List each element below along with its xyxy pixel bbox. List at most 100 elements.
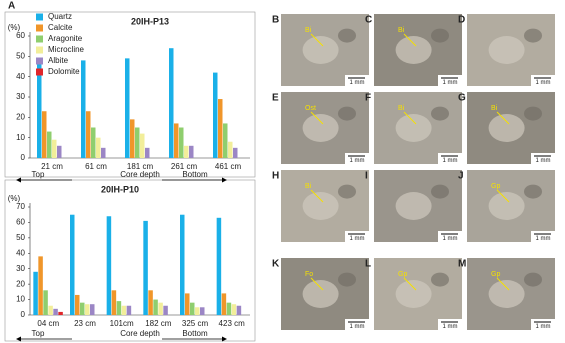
photo-label: C <box>365 15 372 26</box>
grain <box>338 106 356 121</box>
scale-box <box>531 75 555 86</box>
arrowhead <box>16 177 21 183</box>
bar <box>226 302 232 315</box>
bar <box>213 72 218 158</box>
legend-label: Aragonite <box>48 34 83 43</box>
bar <box>185 293 190 315</box>
scale-label: 1 mm <box>536 324 551 330</box>
grain <box>431 28 449 43</box>
photo-tag: Gp <box>491 183 500 190</box>
arrowhead <box>222 336 227 342</box>
bar <box>153 299 158 315</box>
legend-swatch <box>36 35 43 43</box>
scale-box <box>531 319 555 330</box>
bar <box>221 293 227 315</box>
grain <box>488 114 525 142</box>
grain <box>488 280 525 308</box>
y-tick-label: 0 <box>21 153 26 162</box>
photo-label: D <box>458 15 465 26</box>
y-tick-label: 60 <box>16 31 25 40</box>
bar <box>121 305 127 315</box>
y-tick-label: 10 <box>16 133 25 142</box>
bar <box>52 139 57 158</box>
y-axis-label: (%) <box>8 194 21 203</box>
arrowhead <box>222 177 227 183</box>
legend-swatch <box>36 13 43 21</box>
grain <box>524 28 542 43</box>
bar <box>233 147 238 158</box>
x-tick-label: 04 cm <box>37 319 59 328</box>
grain <box>431 106 449 121</box>
bar <box>111 290 117 315</box>
scale-label: 1 mm <box>350 80 365 86</box>
y-tick-label: 40 <box>16 72 25 81</box>
scale-label: 1 mm <box>443 324 458 330</box>
legend-label: Microcline <box>48 45 85 54</box>
bar <box>43 290 48 315</box>
bar <box>216 217 222 315</box>
photo-label: J <box>458 171 464 182</box>
bar <box>200 307 205 315</box>
bar <box>231 304 237 315</box>
grain <box>524 106 542 121</box>
photo-label: B <box>272 15 279 26</box>
grain <box>431 272 449 287</box>
scale-box <box>531 231 555 242</box>
bar <box>42 111 47 158</box>
photo-tag: Bi <box>305 183 312 190</box>
x-tick-label: 261 cm <box>171 162 198 171</box>
photo-tag: Bi <box>398 105 405 112</box>
bar <box>184 145 189 158</box>
bar <box>70 214 75 315</box>
photo-tag: Bi <box>305 27 312 34</box>
legend-swatch <box>36 68 43 76</box>
photo-label: G <box>458 93 466 104</box>
photo-tag: Fo <box>305 271 313 278</box>
grain <box>395 36 432 64</box>
legend-label: Calcite <box>48 23 73 32</box>
bar <box>90 304 95 315</box>
chart-title: 20IH-P13 <box>131 16 169 26</box>
bar <box>116 301 122 315</box>
photo-tag: Bi <box>491 105 498 112</box>
pointer <box>403 33 417 47</box>
x-annotation: Core depth <box>120 170 160 179</box>
legend-label: Quartz <box>48 12 72 21</box>
chart-frame <box>4 11 256 178</box>
scale-label: 1 mm <box>443 80 458 86</box>
x-annotation: Top <box>32 170 45 179</box>
photo-label: L <box>365 259 371 270</box>
legend-swatch <box>36 24 43 32</box>
grain <box>395 114 432 142</box>
photo-label: K <box>272 259 280 270</box>
bar <box>125 58 130 158</box>
bar <box>145 147 150 158</box>
grain <box>431 184 449 199</box>
photo-label: F <box>365 93 371 104</box>
bar <box>126 305 132 315</box>
pointer <box>496 277 510 291</box>
photo-tag: Gp <box>491 271 500 278</box>
photo-label: I <box>365 171 368 182</box>
pointer <box>310 189 324 203</box>
x-tick-label: 61 cm <box>85 162 107 171</box>
chart-title: 20IH-P10 <box>101 184 139 194</box>
bar <box>228 141 233 158</box>
scale-label: 1 mm <box>536 158 551 164</box>
grain <box>488 36 525 64</box>
bar <box>47 131 52 158</box>
scale-box <box>438 231 462 242</box>
bar <box>179 127 184 158</box>
legend-label: Dolomite <box>48 67 80 76</box>
grain <box>302 114 339 142</box>
bar <box>75 294 80 315</box>
bar <box>53 308 58 315</box>
grain <box>302 280 339 308</box>
scale-label: 1 mm <box>350 236 365 242</box>
x-tick-label: 101cm <box>110 319 134 328</box>
bar <box>37 58 42 158</box>
y-tick-label: 20 <box>16 112 25 121</box>
photo-label: E <box>272 93 279 104</box>
arrowhead <box>16 336 21 342</box>
scale-box <box>345 231 369 242</box>
